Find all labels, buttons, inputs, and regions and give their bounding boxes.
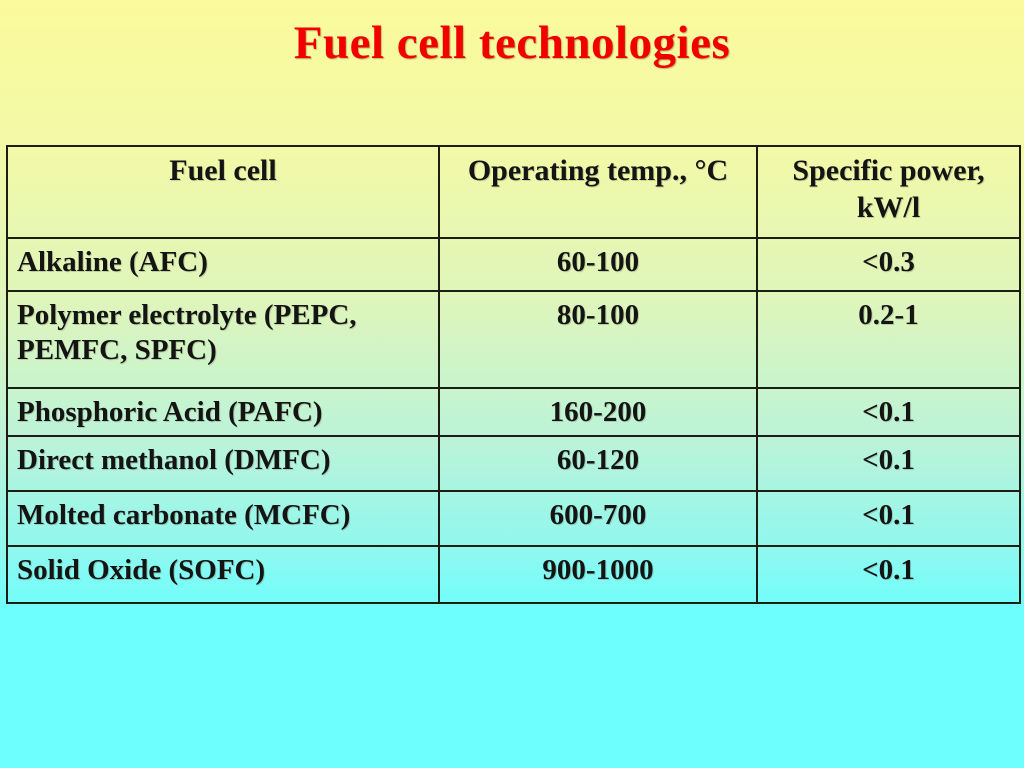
cell-fuel-type: Alkaline (AFC) — [6, 237, 440, 292]
table-row: Alkaline (AFC) 60-100 <0.3 — [6, 237, 1021, 292]
cell-fuel-type: Direct methanol (DMFC) — [6, 435, 440, 492]
table-row: Phosphoric Acid (PAFC) 160-200 <0.1 — [6, 387, 1021, 437]
header-specific-power: Specific power, kW/l — [756, 145, 1021, 239]
cell-specific-power: <0.3 — [756, 237, 1021, 292]
cell-specific-power: <0.1 — [756, 435, 1021, 492]
cell-specific-power: <0.1 — [756, 490, 1021, 547]
table-row: Direct methanol (DMFC) 60-120 <0.1 — [6, 435, 1021, 492]
cell-specific-power: 0.2-1 — [756, 290, 1021, 389]
cell-fuel-type: Molted carbonate (MCFC) — [6, 490, 440, 547]
header-operating-temp: Operating temp., °C — [438, 145, 758, 239]
cell-temp-range: 60-120 — [438, 435, 758, 492]
table-row: Molted carbonate (MCFC) 600-700 <0.1 — [6, 490, 1021, 547]
header-fuel-cell: Fuel cell — [6, 145, 440, 239]
cell-temp-range: 60-100 — [438, 237, 758, 292]
page-title: Fuel cell technologies — [293, 17, 731, 69]
cell-specific-power: <0.1 — [756, 387, 1021, 437]
table-header-row: Fuel cell Operating temp., °C Specific p… — [6, 145, 1021, 239]
cell-temp-range: 80-100 — [438, 290, 758, 389]
cell-temp-range: 160-200 — [438, 387, 758, 437]
table-row: Solid Oxide (SOFC) 900-1000 <0.1 — [6, 545, 1021, 604]
cell-fuel-type: Solid Oxide (SOFC) — [6, 545, 440, 604]
cell-fuel-type: Polymer electrolyte (PEPC, PEMFC, SPFC) — [6, 290, 440, 389]
fuel-cell-table: Fuel cell Operating temp., °C Specific p… — [6, 145, 1021, 604]
cell-temp-range: 600-700 — [438, 490, 758, 547]
cell-specific-power: <0.1 — [756, 545, 1021, 604]
cell-fuel-type: Phosphoric Acid (PAFC) — [6, 387, 440, 437]
cell-temp-range: 900-1000 — [438, 545, 758, 604]
table-row: Polymer electrolyte (PEPC, PEMFC, SPFC) … — [6, 290, 1021, 389]
